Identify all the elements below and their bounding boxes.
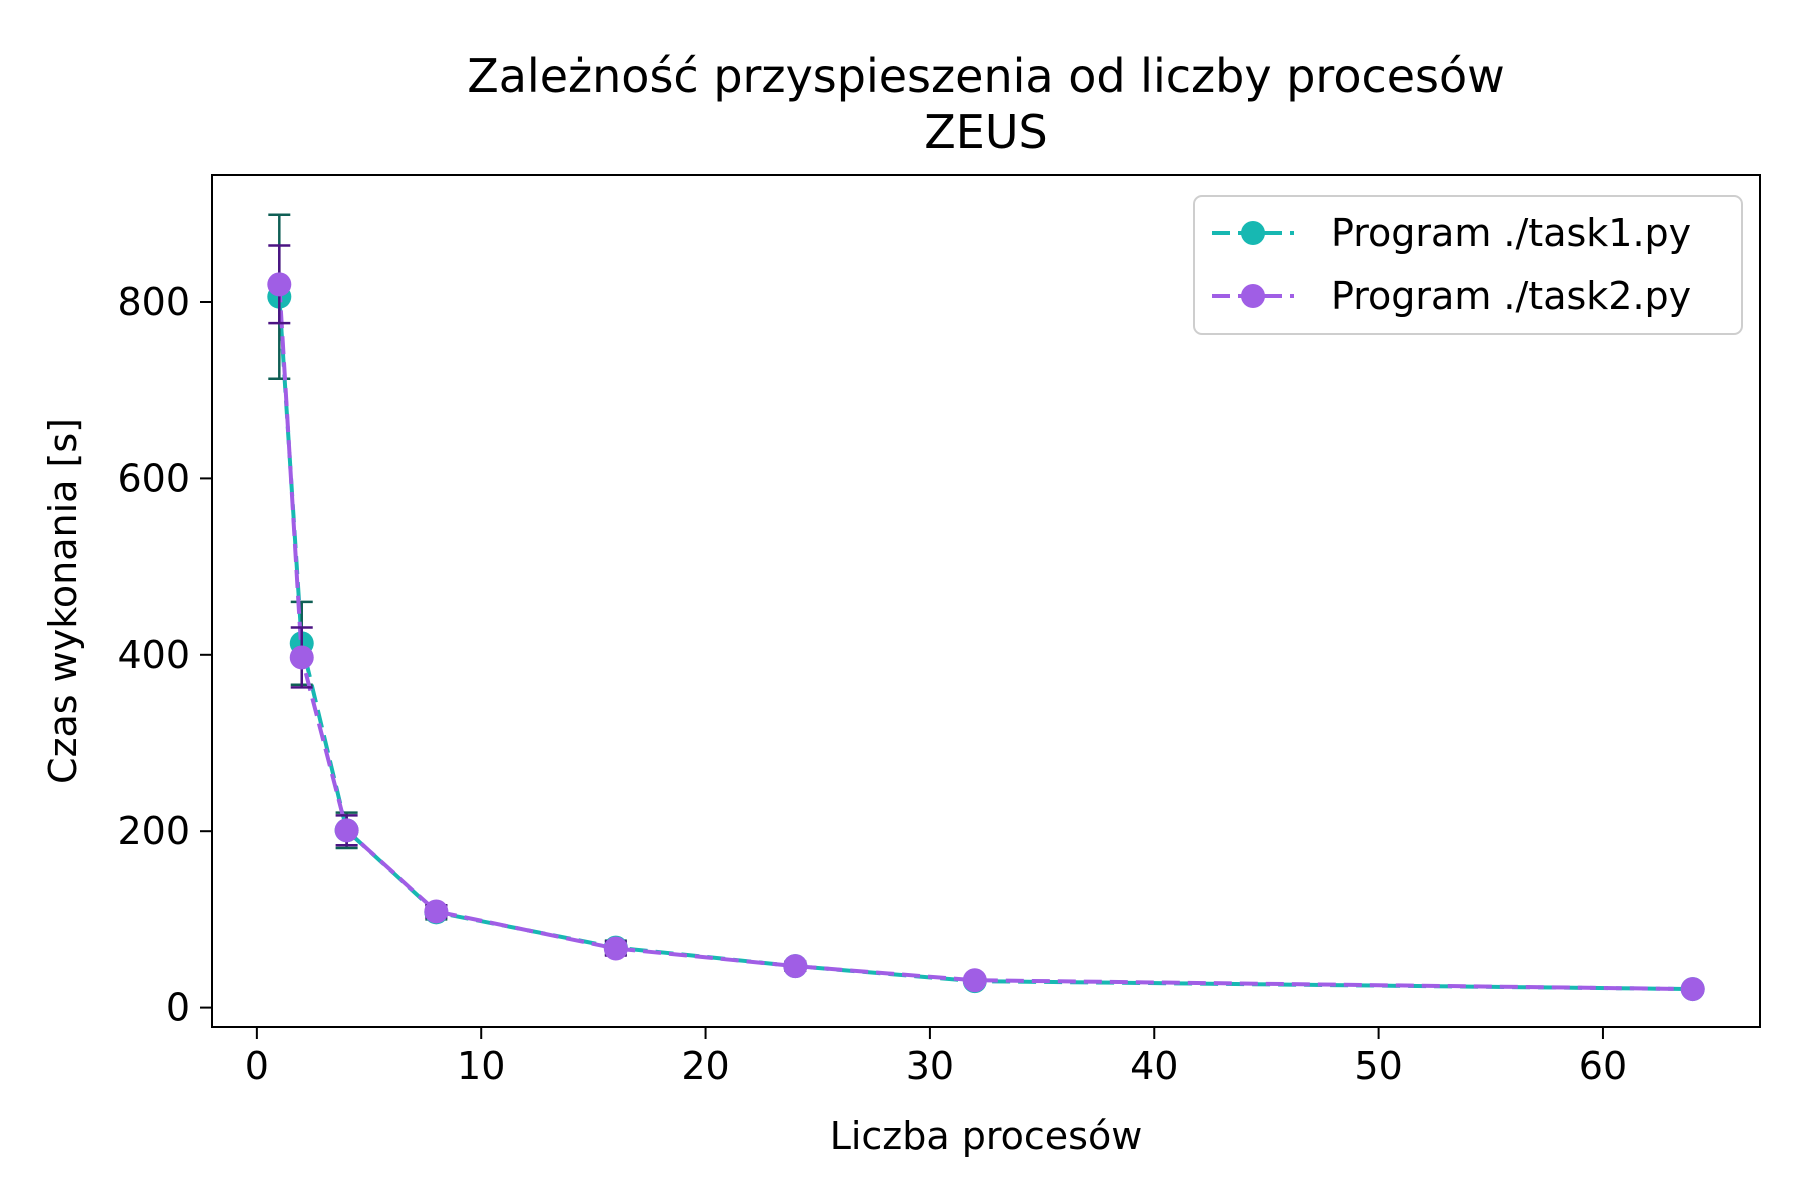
x-tick-label: 20 — [681, 1044, 729, 1088]
y-tick-label: 600 — [117, 456, 190, 500]
legend-swatch-marker — [1241, 284, 1265, 308]
data-point — [603, 936, 628, 961]
legend-item-1: Program ./task1.py — [1212, 211, 1691, 255]
x-tick-label: 50 — [1354, 1044, 1402, 1088]
y-tick-label: 200 — [117, 809, 190, 853]
data-point — [424, 899, 449, 924]
x-tick-label: 10 — [457, 1044, 505, 1088]
x-tick-label: 60 — [1579, 1044, 1627, 1088]
legend-swatch-marker — [1241, 221, 1265, 245]
data-point — [962, 968, 987, 993]
data-point — [334, 818, 359, 843]
x-tick-label: 30 — [906, 1044, 954, 1088]
data-point — [783, 954, 808, 979]
x-axis-label: Liczba procesów — [830, 1114, 1143, 1158]
x-axis: 0 10 20 30 40 50 60 — [245, 1027, 1627, 1088]
y-axis-label: Czas wykonania [s] — [41, 418, 85, 784]
x-tick-label: 40 — [1130, 1044, 1178, 1088]
series-2 — [267, 244, 1705, 1002]
data-point — [289, 645, 314, 670]
plot-frame — [211, 174, 1761, 1028]
legend-label: Program ./task2.py — [1331, 274, 1691, 318]
series-layer — [267, 213, 1705, 1002]
data-point — [1680, 977, 1705, 1002]
legend: Program ./task1.py Program ./task2.py — [1193, 195, 1743, 335]
legend-label: Program ./task1.py — [1331, 211, 1691, 255]
y-tick-label: 800 — [117, 280, 190, 324]
y-tick-label: 400 — [117, 633, 190, 677]
legend-box — [1193, 195, 1743, 335]
data-point — [267, 272, 292, 297]
x-tick-label: 0 — [245, 1044, 269, 1088]
y-tick-label: 0 — [166, 986, 190, 1030]
chart-subtitle: ZEUS — [924, 105, 1047, 159]
chart-title: Zależność przyspieszenia od liczby proce… — [467, 49, 1505, 103]
legend-item-2: Program ./task2.py — [1212, 274, 1691, 318]
y-axis: 0 200 400 600 800 — [117, 280, 212, 1030]
